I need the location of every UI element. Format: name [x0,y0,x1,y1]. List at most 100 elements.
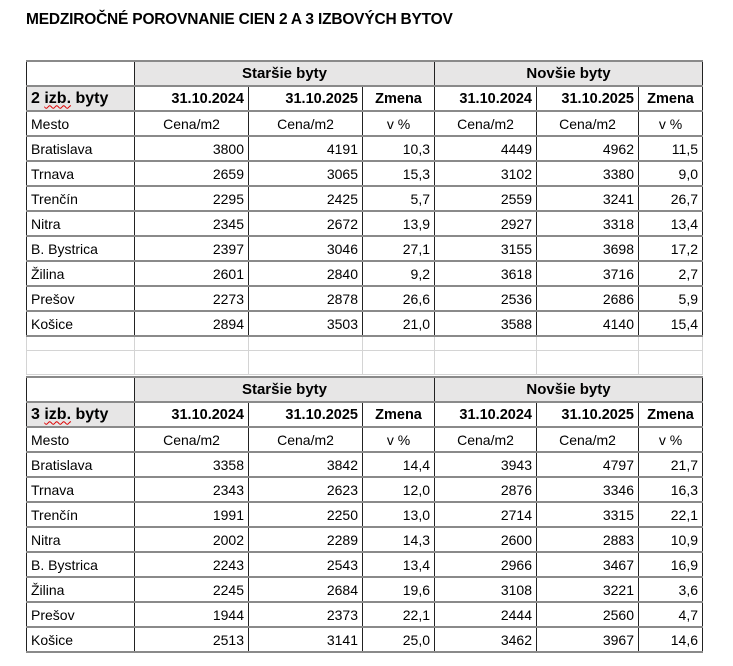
value-cell[interactable]: 3141 [248,627,363,653]
value-cell[interactable]: 4191 [248,136,363,162]
city-cell[interactable]: Trenčín [26,502,135,528]
empty-cell[interactable] [248,350,363,375]
value-cell[interactable]: 3241 [536,186,639,212]
value-cell[interactable]: 9,0 [638,161,703,187]
column-header[interactable]: 31.10.2025 [536,402,639,428]
group-header-older[interactable]: Staršie byty [134,376,435,403]
column-header[interactable]: Zmena [638,86,703,112]
unit-header[interactable]: v % [362,111,435,137]
empty-cell[interactable] [26,60,135,87]
value-cell[interactable]: 2273 [134,286,249,312]
value-cell[interactable]: 3588 [434,311,537,337]
value-cell[interactable]: 3462 [434,627,537,653]
city-cell[interactable]: Prešov [26,602,135,628]
value-cell[interactable]: 2444 [434,602,537,628]
city-cell[interactable]: Trnava [26,161,135,187]
value-cell[interactable]: 5,9 [638,286,703,312]
empty-cell[interactable] [26,376,135,403]
city-cell[interactable]: B. Bystrica [26,236,135,262]
value-cell[interactable]: 2623 [248,477,363,503]
value-cell[interactable]: 26,7 [638,186,703,212]
empty-cell[interactable] [536,350,639,375]
value-cell[interactable]: 4,7 [638,602,703,628]
value-cell[interactable]: 3698 [536,236,639,262]
value-cell[interactable]: 2684 [248,577,363,603]
unit-header[interactable]: Cena/m2 [134,427,249,453]
unit-header[interactable]: Cena/m2 [536,427,639,453]
value-cell[interactable]: 21,7 [638,452,703,478]
value-cell[interactable]: 3,6 [638,577,703,603]
column-header[interactable]: Zmena [362,86,435,112]
value-cell[interactable]: 9,2 [362,261,435,287]
value-cell[interactable]: 2250 [248,502,363,528]
value-cell[interactable]: 5,7 [362,186,435,212]
value-cell[interactable]: 13,4 [362,552,435,578]
unit-header[interactable]: Cena/m2 [248,111,363,137]
city-cell[interactable]: Nitra [26,211,135,237]
value-cell[interactable]: 4449 [434,136,537,162]
city-cell[interactable]: B. Bystrica [26,552,135,578]
value-cell[interactable]: 14,3 [362,527,435,553]
empty-cell[interactable] [638,350,703,375]
value-cell[interactable]: 3716 [536,261,639,287]
value-cell[interactable]: 13,4 [638,211,703,237]
value-cell[interactable]: 15,4 [638,311,703,337]
value-cell[interactable]: 2894 [134,311,249,337]
column-header[interactable]: Zmena [638,402,703,428]
value-cell[interactable]: 25,0 [362,627,435,653]
value-cell[interactable]: 1991 [134,502,249,528]
value-cell[interactable]: 26,6 [362,286,435,312]
value-cell[interactable]: 2876 [434,477,537,503]
value-cell[interactable]: 3358 [134,452,249,478]
value-cell[interactable]: 2289 [248,527,363,553]
value-cell[interactable]: 2601 [134,261,249,287]
value-cell[interactable]: 21,0 [362,311,435,337]
value-cell[interactable]: 2543 [248,552,363,578]
empty-cell[interactable] [362,350,435,375]
value-cell[interactable]: 2559 [434,186,537,212]
value-cell[interactable]: 2425 [248,186,363,212]
value-cell[interactable]: 2966 [434,552,537,578]
group-header-newer[interactable]: Novšie byty [434,60,703,87]
value-cell[interactable]: 10,3 [362,136,435,162]
city-cell[interactable]: Žilina [26,261,135,287]
value-cell[interactable]: 3618 [434,261,537,287]
value-cell[interactable]: 3065 [248,161,363,187]
value-cell[interactable]: 3155 [434,236,537,262]
value-cell[interactable]: 16,3 [638,477,703,503]
value-cell[interactable]: 3380 [536,161,639,187]
value-cell[interactable]: 22,1 [362,602,435,628]
value-cell[interactable]: 3046 [248,236,363,262]
value-cell[interactable]: 2560 [536,602,639,628]
unit-header[interactable]: Cena/m2 [134,111,249,137]
column-header[interactable]: 31.10.2024 [434,86,537,112]
value-cell[interactable]: 2002 [134,527,249,553]
city-cell[interactable]: Košice [26,311,135,337]
value-cell[interactable]: 2,7 [638,261,703,287]
column-header[interactable]: 31.10.2024 [134,402,249,428]
unit-header[interactable]: Cena/m2 [536,111,639,137]
value-cell[interactable]: 4140 [536,311,639,337]
column-header[interactable]: Zmena [362,402,435,428]
unit-header[interactable]: v % [638,427,703,453]
value-cell[interactable]: 2840 [248,261,363,287]
value-cell[interactable]: 3967 [536,627,639,653]
value-cell[interactable]: 4962 [536,136,639,162]
column-header[interactable]: 31.10.2024 [134,86,249,112]
group-header-older[interactable]: Staršie byty [134,60,435,87]
unit-header[interactable]: v % [638,111,703,137]
unit-header[interactable]: v % [362,427,435,453]
table-label-cell[interactable]: 2 izb. byty [26,86,135,112]
value-cell[interactable]: 10,9 [638,527,703,553]
value-cell[interactable]: 2686 [536,286,639,312]
value-cell[interactable]: 3842 [248,452,363,478]
value-cell[interactable]: 12,0 [362,477,435,503]
value-cell[interactable]: 2245 [134,577,249,603]
city-cell[interactable]: Košice [26,627,135,653]
value-cell[interactable]: 3943 [434,452,537,478]
value-cell[interactable]: 3221 [536,577,639,603]
value-cell[interactable]: 2243 [134,552,249,578]
value-cell[interactable]: 2878 [248,286,363,312]
unit-header[interactable]: Cena/m2 [434,427,537,453]
value-cell[interactable]: 15,3 [362,161,435,187]
